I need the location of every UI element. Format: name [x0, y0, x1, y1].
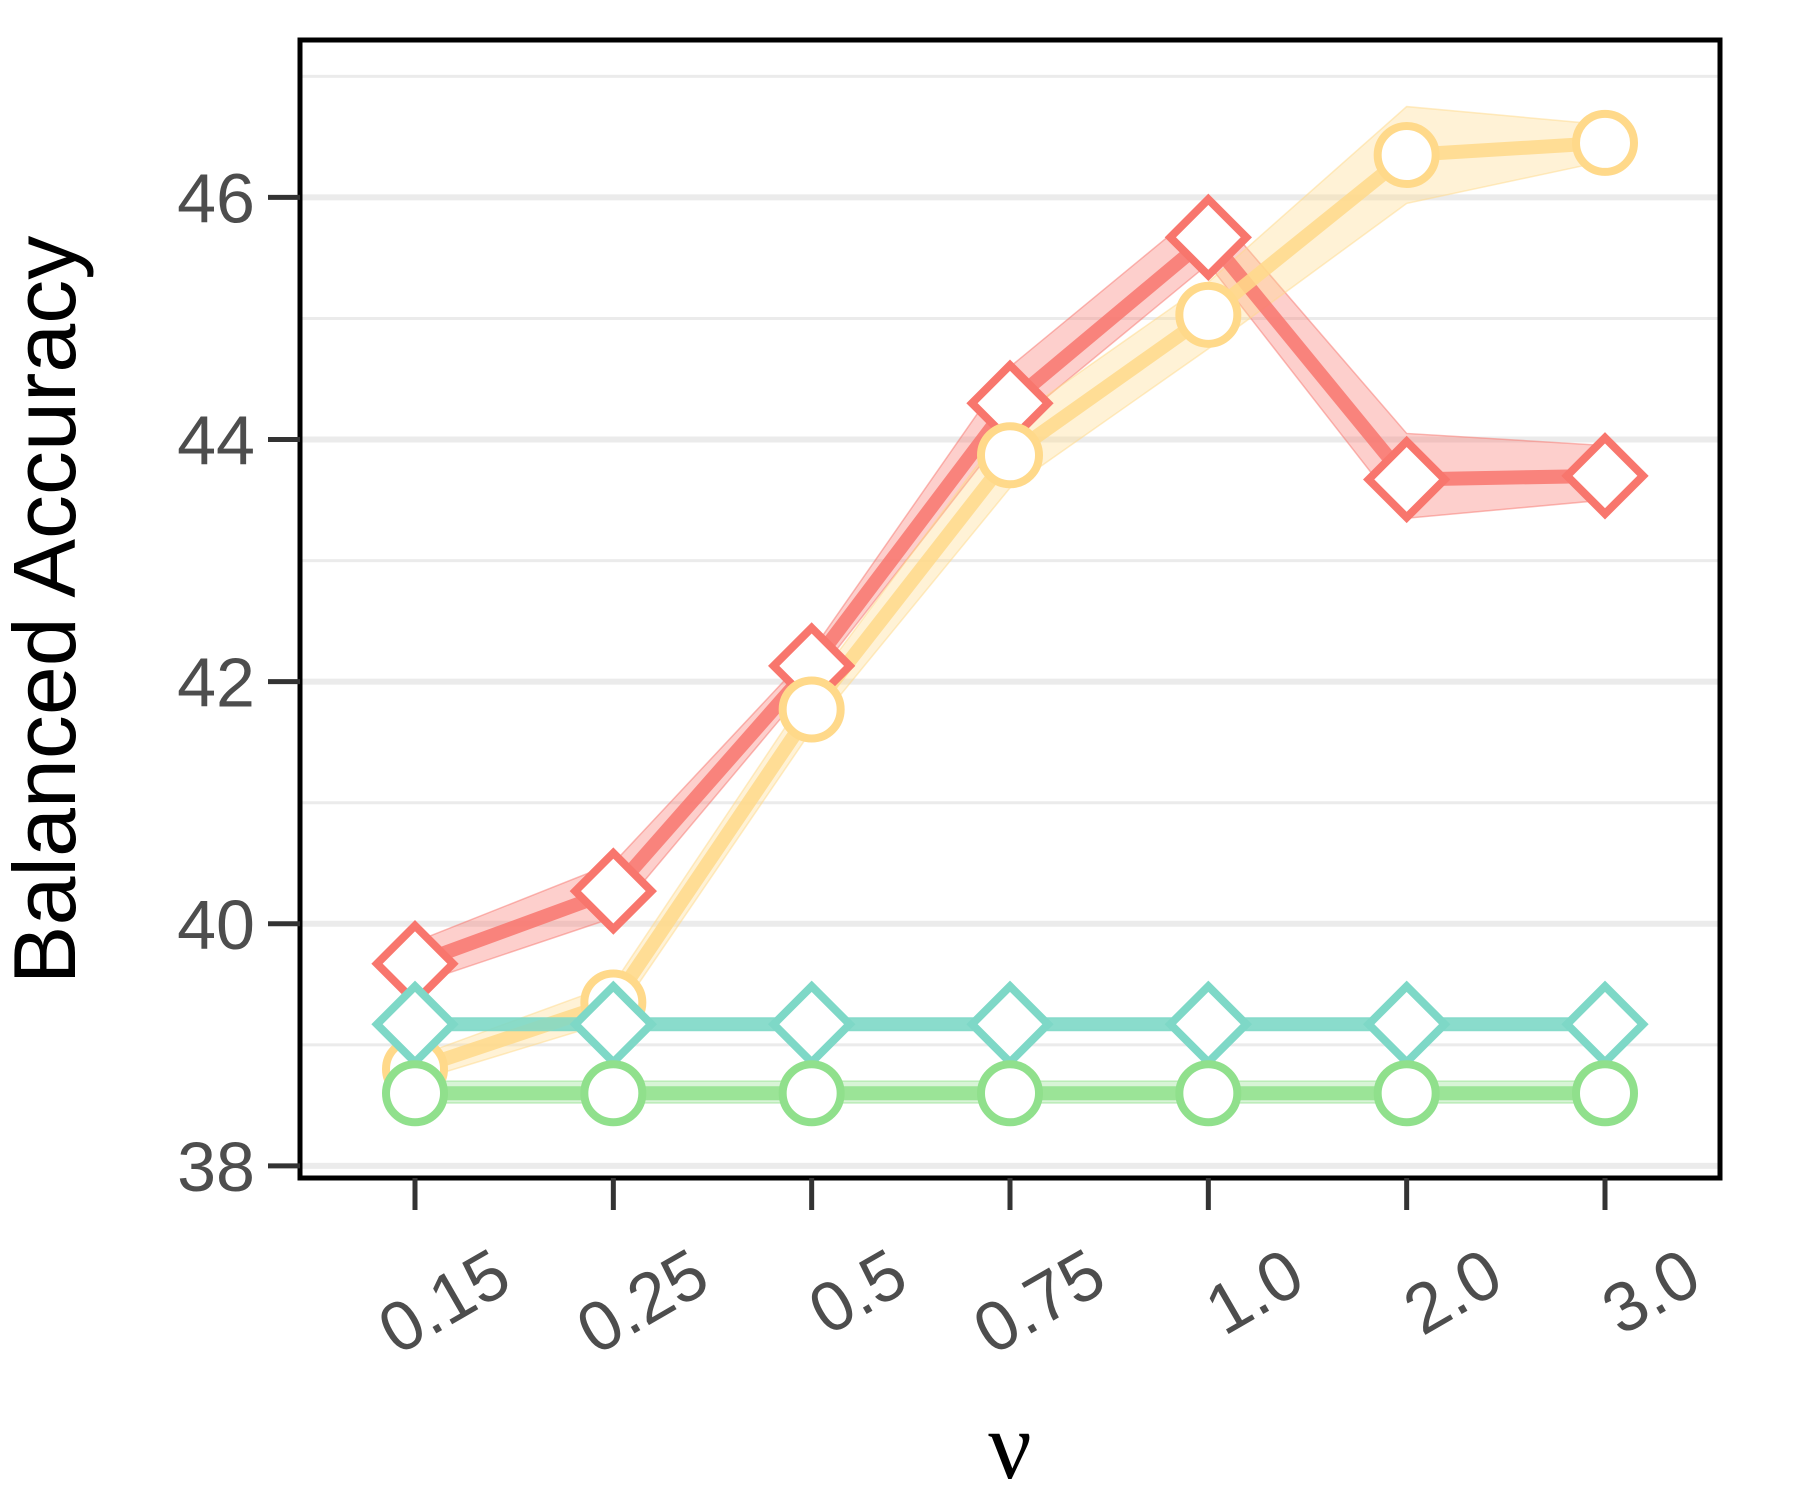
confidence-bands: [414, 105, 1606, 1104]
x-tick-label: 0.15: [366, 1233, 523, 1369]
series-2-line: [408, 135, 1612, 1077]
series-markers: [371, 109, 1649, 1127]
series-4-point: [1373, 1060, 1440, 1127]
x-axis-title: ν: [988, 1392, 1031, 1499]
series-1-point: [1561, 432, 1649, 520]
x-tick-label: 2.0: [1391, 1233, 1514, 1349]
series-2-point: [1175, 281, 1242, 348]
y-tick-label: 42: [177, 644, 255, 722]
series-4-point: [382, 1060, 448, 1127]
series-1-point: [1363, 435, 1451, 524]
series-3-point: [768, 980, 856, 1068]
x-tick-label: 0.75: [961, 1233, 1118, 1369]
series-4-point: [1175, 1060, 1242, 1127]
series-4-point: [977, 1060, 1043, 1127]
series-3-point: [1363, 980, 1451, 1068]
series-3-point: [1164, 980, 1252, 1068]
series-1-line: [408, 230, 1612, 971]
series-2-point: [977, 422, 1043, 489]
series-2-point: [778, 676, 845, 743]
y-tick-label: 46: [177, 159, 255, 237]
x-tick-label: 1.0: [1193, 1233, 1316, 1349]
series-4-point: [778, 1060, 845, 1127]
series-1-point: [569, 847, 657, 935]
series-3-point: [966, 980, 1054, 1068]
series-1-point: [1164, 193, 1252, 281]
x-tick-label: 0.25: [564, 1233, 721, 1369]
series-lines: [408, 135, 1612, 1101]
y-axis: 38 40 42 44 46: [177, 159, 300, 1206]
series-2-point: [1373, 122, 1440, 189]
x-tick-label: 3.0: [1589, 1233, 1712, 1349]
series-1-band: [414, 202, 1606, 986]
series-3-point: [1561, 980, 1649, 1068]
y-axis-title: Balanced Accuracy: [0, 236, 94, 984]
series-2-point: [1572, 109, 1638, 176]
y-tick-label: 40: [177, 886, 255, 964]
series-4-point: [580, 1060, 647, 1127]
y-tick-label: 38: [177, 1128, 255, 1206]
x-tick-label: 0.5: [796, 1233, 919, 1349]
x-axis: 0.15 0.25 0.5 0.75 1.0 2.0 3.0: [366, 1178, 1713, 1369]
series-2-band: [414, 105, 1606, 1083]
y-tick-label: 44: [177, 402, 255, 480]
series-4-point: [1572, 1060, 1638, 1127]
